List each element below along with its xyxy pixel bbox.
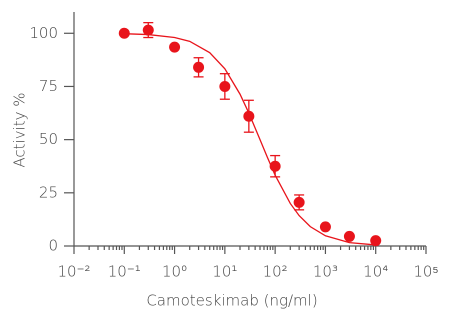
data-point — [169, 41, 181, 53]
x-tick-label: 10⁻² — [57, 263, 90, 281]
x-tick-label: 10¹ — [212, 263, 237, 281]
y-axis-label: Activity % — [11, 92, 29, 167]
data-point — [142, 24, 154, 36]
x-tick-label: 10⁰ — [162, 263, 187, 281]
y-tick-label: 50 — [39, 130, 58, 148]
data-point — [370, 235, 382, 247]
y-tick-label: 100 — [29, 24, 58, 42]
data-point — [269, 160, 281, 172]
x-axis-label: Camoteskimab (ng/ml) — [146, 292, 317, 310]
data-point — [319, 221, 331, 233]
x-tick-label: 10⁻¹ — [108, 263, 141, 281]
fit-curve — [124, 33, 376, 246]
data-point — [118, 27, 130, 39]
y-tick-label: 75 — [39, 77, 58, 95]
data-point — [293, 196, 305, 208]
data-point — [343, 230, 355, 242]
y-tick-label: 25 — [39, 183, 58, 201]
data-point — [193, 61, 205, 73]
y-tick-label: 0 — [48, 237, 58, 255]
x-tick-label: 10² — [263, 263, 288, 281]
data-point — [219, 80, 231, 92]
x-tick-label: 10³ — [313, 263, 338, 281]
x-tick-label: 10⁴ — [363, 263, 388, 281]
data-point — [243, 110, 255, 122]
x-tick-label: 10⁵ — [413, 263, 438, 281]
